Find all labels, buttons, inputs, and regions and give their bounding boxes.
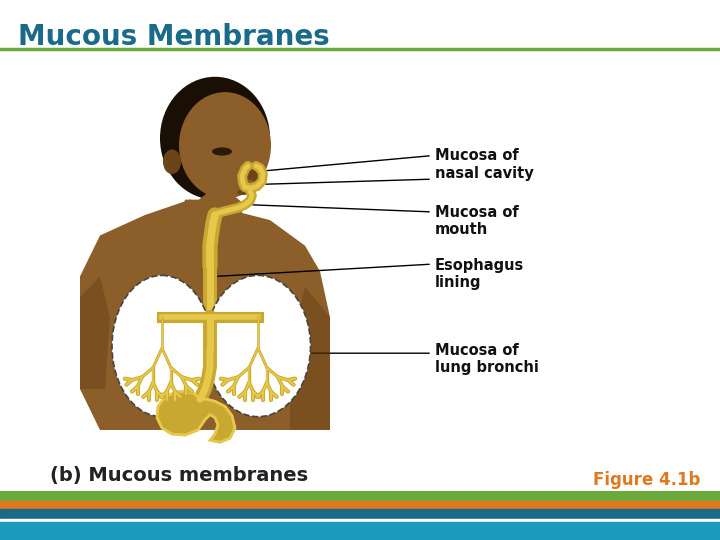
Polygon shape xyxy=(175,200,220,241)
Bar xyxy=(0,519,720,522)
Text: Figure 4.1b: Figure 4.1b xyxy=(593,471,700,489)
Ellipse shape xyxy=(237,190,249,195)
Bar xyxy=(0,509,720,519)
Bar xyxy=(0,501,720,509)
Ellipse shape xyxy=(160,77,270,200)
Text: Mucosa of
mouth: Mucosa of mouth xyxy=(435,205,518,237)
Polygon shape xyxy=(80,276,110,389)
Ellipse shape xyxy=(205,275,310,417)
Ellipse shape xyxy=(112,275,212,417)
Polygon shape xyxy=(195,190,245,220)
Text: Mucosa of
lung bronchi: Mucosa of lung bronchi xyxy=(435,343,539,375)
Bar xyxy=(0,491,720,501)
Polygon shape xyxy=(157,391,235,442)
Ellipse shape xyxy=(163,150,181,174)
Polygon shape xyxy=(248,162,265,182)
Polygon shape xyxy=(290,287,330,430)
Ellipse shape xyxy=(179,92,271,199)
Bar xyxy=(0,522,720,540)
Text: Mucosa of
nasal cavity: Mucosa of nasal cavity xyxy=(435,148,534,181)
Text: Copyright © 2009 Pearson Education, Inc.,  publishing as Benjamin Cummings: Copyright © 2009 Pearson Education, Inc.… xyxy=(168,529,552,539)
Ellipse shape xyxy=(212,147,232,156)
Text: Esophagus
lining: Esophagus lining xyxy=(435,258,524,291)
Text: Mucous Membranes: Mucous Membranes xyxy=(18,23,330,51)
Polygon shape xyxy=(80,200,330,430)
Text: (b) Mucous membranes: (b) Mucous membranes xyxy=(50,466,308,485)
